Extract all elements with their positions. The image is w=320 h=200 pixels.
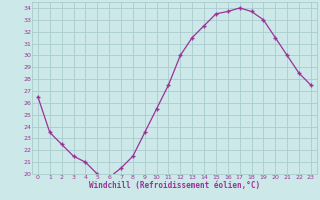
X-axis label: Windchill (Refroidissement éolien,°C): Windchill (Refroidissement éolien,°C) [89, 181, 260, 190]
